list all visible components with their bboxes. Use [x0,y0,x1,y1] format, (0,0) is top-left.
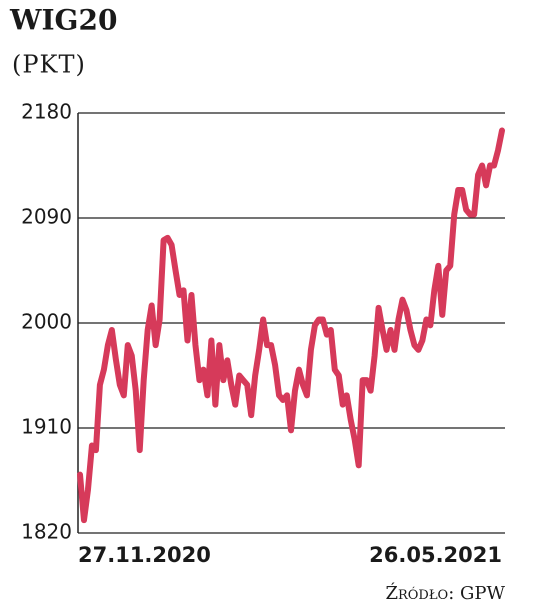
y-tick-label: 2000 [21,310,72,334]
source: Źródło: GPW [385,581,505,604]
y-tick-label: 1910 [21,415,72,439]
y-tick-label: 2180 [21,100,72,124]
y-tick-label: 1820 [21,520,72,544]
chart-title: WIG20 [9,4,117,37]
y-tick-label: 2090 [21,205,72,229]
x-tick-label: 26.05.2021 [369,543,502,567]
data-line [77,127,505,524]
x-tick-label: 27.11.2020 [78,543,211,567]
chart-subtitle: (PKT) [12,51,86,79]
